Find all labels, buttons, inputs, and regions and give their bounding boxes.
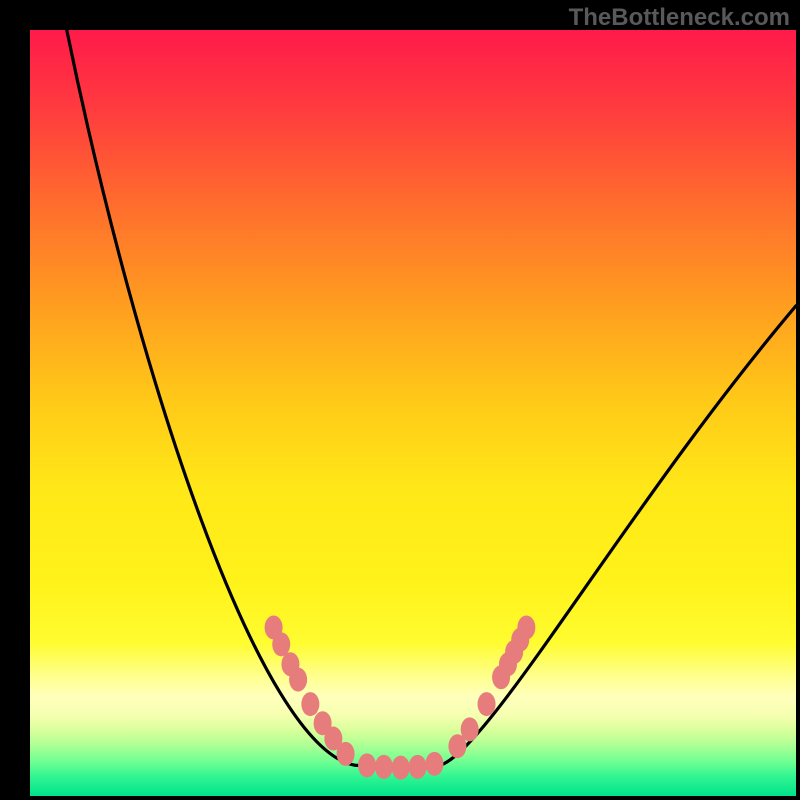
data-point [375,755,393,779]
bottleneck-curve [67,30,796,765]
data-point [409,755,427,779]
data-point [358,753,376,777]
data-point [461,717,479,741]
data-points-group [265,615,536,779]
data-point [425,752,443,776]
data-point [337,742,355,766]
chart-overlay [30,30,796,796]
data-point [392,756,410,780]
data-point [517,615,535,639]
plot-area [30,30,796,796]
data-point [272,632,290,656]
data-point [289,668,307,692]
watermark-label: TheBottleneck.com [569,4,790,32]
data-point [301,692,319,716]
data-point [478,692,496,716]
